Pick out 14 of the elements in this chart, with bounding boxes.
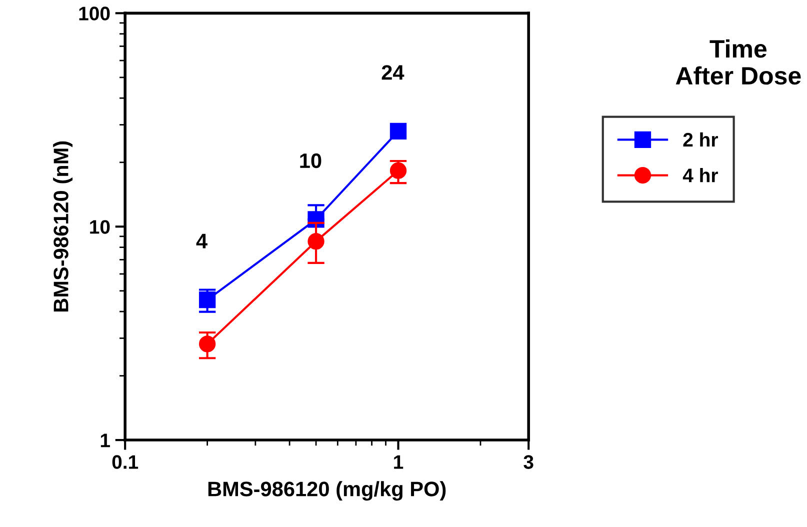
annotation: 24 (382, 65, 404, 80)
legend-label: 4 hr (682, 168, 718, 182)
y-tick-label: 100 (79, 6, 110, 20)
annotation: 10 (300, 153, 322, 168)
legend-title: Time After Dose (676, 39, 801, 85)
x-tick-label: 1 (394, 455, 404, 469)
x-tick-label: 0.1 (112, 455, 138, 469)
y-tick-label: 10 (90, 220, 110, 234)
y-axis-title: BMS-986120 (nM) (53, 141, 73, 312)
x-tick-label: 3 (524, 455, 534, 469)
y-tick-label: 1 (100, 434, 110, 448)
legend-label: 2 hr (683, 132, 718, 146)
x-axis-title: BMS-986120 (mg/kg PO) (208, 481, 446, 501)
annotation: 4 (196, 234, 208, 248)
